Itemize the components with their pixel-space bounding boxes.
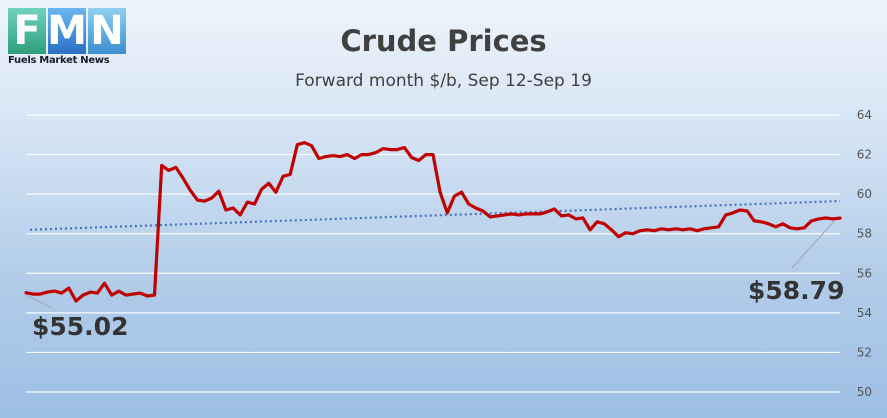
callout-start-price: $55.02 (32, 312, 129, 341)
fmn-logo: F M N Fuels Market News (8, 8, 128, 70)
logo-letter-f: F (8, 8, 46, 54)
y-tick-label-62: 62 (857, 148, 872, 162)
callout-end-price: $58.79 (748, 276, 845, 305)
price-series-line (24, 141, 842, 303)
callout-leader-right (791, 219, 836, 269)
callout-leader-left (25, 294, 53, 309)
trend-line (29, 199, 841, 231)
chart-subtitle: Forward month $/b, Sep 12-Sep 19 (295, 71, 592, 91)
y-tick-label-64: 64 (857, 108, 872, 122)
y-tick-label-54: 54 (857, 306, 872, 320)
y-tick-label-50: 50 (857, 385, 872, 399)
y-tick-label-56: 56 (857, 266, 872, 280)
y-tick-label-60: 60 (857, 187, 872, 201)
chart-title: Crude Prices (340, 24, 547, 58)
logo-letter-n: N (88, 8, 126, 54)
y-tick-label-58: 58 (857, 227, 872, 241)
logo-text: Fuels Market News (8, 55, 110, 66)
series-layer (24, 141, 842, 303)
logo-letter-m: M (47, 8, 87, 54)
y-tick-label-52: 52 (857, 345, 872, 359)
tick-layer: 50 52 54 56 58 60 62 64 (857, 108, 872, 399)
